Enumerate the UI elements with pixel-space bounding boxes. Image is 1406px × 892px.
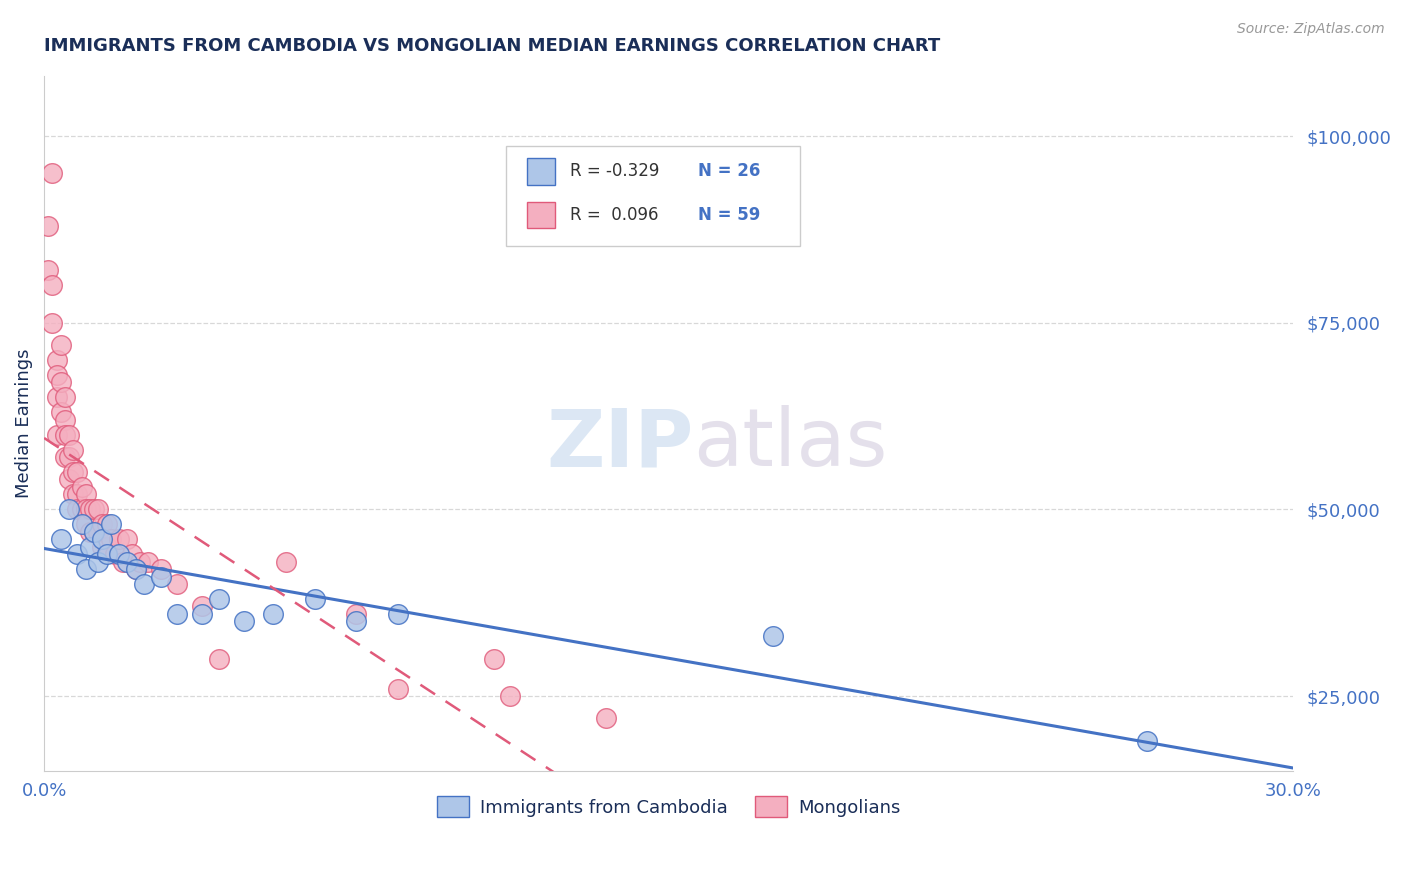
Point bbox=[132, 577, 155, 591]
Point bbox=[79, 540, 101, 554]
Point bbox=[66, 502, 89, 516]
Point bbox=[482, 651, 505, 665]
Point bbox=[100, 517, 122, 532]
Point bbox=[91, 540, 114, 554]
Point bbox=[191, 607, 214, 621]
Point bbox=[149, 569, 172, 583]
Point bbox=[191, 599, 214, 614]
Point bbox=[104, 547, 127, 561]
Point bbox=[37, 263, 59, 277]
Point bbox=[304, 591, 326, 606]
Point bbox=[117, 533, 139, 547]
Point bbox=[344, 615, 367, 629]
Point bbox=[45, 427, 67, 442]
Text: ZIP: ZIP bbox=[547, 405, 693, 483]
Point bbox=[274, 555, 297, 569]
Point bbox=[75, 517, 97, 532]
Point bbox=[149, 562, 172, 576]
Point bbox=[112, 555, 135, 569]
Point bbox=[91, 517, 114, 532]
Point bbox=[108, 547, 131, 561]
Point bbox=[83, 502, 105, 516]
Point bbox=[75, 562, 97, 576]
Point bbox=[53, 450, 76, 464]
Point bbox=[79, 502, 101, 516]
Bar bbox=[527, 158, 555, 185]
Point bbox=[66, 487, 89, 501]
Point bbox=[262, 607, 284, 621]
FancyBboxPatch shape bbox=[506, 145, 800, 246]
Point bbox=[1136, 734, 1159, 748]
Point bbox=[208, 651, 231, 665]
Point bbox=[232, 615, 254, 629]
Point bbox=[62, 487, 84, 501]
Point bbox=[45, 390, 67, 404]
Point bbox=[70, 480, 93, 494]
Point bbox=[121, 547, 143, 561]
Point bbox=[41, 166, 63, 180]
Point bbox=[49, 376, 72, 390]
Point bbox=[49, 338, 72, 352]
Y-axis label: Median Earnings: Median Earnings bbox=[15, 349, 32, 499]
Point bbox=[41, 316, 63, 330]
Point bbox=[79, 524, 101, 539]
Point bbox=[344, 607, 367, 621]
Bar bbox=[527, 202, 555, 228]
Point bbox=[136, 555, 159, 569]
Text: N = 26: N = 26 bbox=[699, 162, 761, 180]
Point bbox=[58, 427, 80, 442]
Point bbox=[87, 555, 110, 569]
Point bbox=[96, 517, 118, 532]
Text: IMMIGRANTS FROM CAMBODIA VS MONGOLIAN MEDIAN EARNINGS CORRELATION CHART: IMMIGRANTS FROM CAMBODIA VS MONGOLIAN ME… bbox=[44, 37, 941, 55]
Point bbox=[58, 502, 80, 516]
Point bbox=[96, 540, 118, 554]
Point bbox=[91, 533, 114, 547]
Point bbox=[96, 547, 118, 561]
Point bbox=[62, 442, 84, 457]
Point bbox=[45, 353, 67, 368]
Text: R =  0.096: R = 0.096 bbox=[569, 206, 658, 224]
Point bbox=[70, 502, 93, 516]
Point bbox=[45, 368, 67, 382]
Point bbox=[166, 577, 188, 591]
Point bbox=[37, 219, 59, 233]
Point bbox=[53, 390, 76, 404]
Point bbox=[87, 524, 110, 539]
Point bbox=[117, 555, 139, 569]
Point bbox=[208, 591, 231, 606]
Text: N = 59: N = 59 bbox=[699, 206, 761, 224]
Point bbox=[62, 465, 84, 479]
Point bbox=[75, 502, 97, 516]
Point bbox=[125, 562, 148, 576]
Point bbox=[87, 502, 110, 516]
Point bbox=[66, 547, 89, 561]
Point bbox=[595, 711, 617, 725]
Point bbox=[49, 405, 72, 419]
Point bbox=[387, 607, 409, 621]
Text: Source: ZipAtlas.com: Source: ZipAtlas.com bbox=[1237, 22, 1385, 37]
Point bbox=[53, 413, 76, 427]
Point bbox=[58, 450, 80, 464]
Legend: Immigrants from Cambodia, Mongolians: Immigrants from Cambodia, Mongolians bbox=[429, 789, 908, 824]
Point bbox=[108, 533, 131, 547]
Point bbox=[387, 681, 409, 696]
Point bbox=[49, 533, 72, 547]
Point bbox=[75, 487, 97, 501]
Point bbox=[66, 465, 89, 479]
Point bbox=[128, 555, 150, 569]
Text: atlas: atlas bbox=[693, 405, 887, 483]
Point bbox=[761, 629, 783, 643]
Point bbox=[58, 473, 80, 487]
Point bbox=[70, 517, 93, 532]
Point bbox=[83, 524, 105, 539]
Point bbox=[53, 427, 76, 442]
Point bbox=[125, 562, 148, 576]
Point bbox=[41, 278, 63, 293]
Point bbox=[166, 607, 188, 621]
Text: R = -0.329: R = -0.329 bbox=[569, 162, 659, 180]
Point bbox=[100, 533, 122, 547]
Point bbox=[83, 524, 105, 539]
Point bbox=[499, 689, 522, 703]
